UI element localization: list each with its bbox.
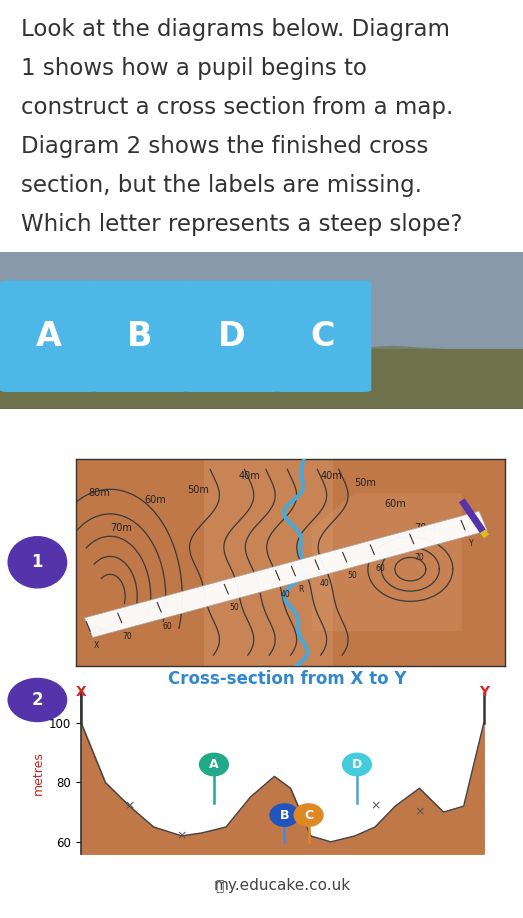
Text: 70: 70 (123, 633, 132, 642)
Text: B: B (280, 809, 289, 822)
Ellipse shape (342, 753, 372, 777)
Text: ×: × (370, 800, 380, 812)
Y-axis label: metres: metres (32, 752, 45, 795)
Polygon shape (0, 252, 523, 349)
Ellipse shape (293, 803, 324, 827)
FancyBboxPatch shape (0, 281, 97, 392)
Circle shape (7, 536, 67, 588)
Ellipse shape (269, 803, 300, 827)
Text: Y: Y (479, 685, 489, 699)
Text: Look at the diagrams below. Diagram: Look at the diagrams below. Diagram (21, 17, 450, 40)
Text: C: C (311, 319, 335, 353)
Text: 2: 2 (31, 691, 43, 709)
Text: 60: 60 (162, 621, 172, 631)
Text: 40: 40 (281, 589, 290, 599)
Text: construct a cross section from a map.: construct a cross section from a map. (21, 95, 453, 118)
Text: 1: 1 (32, 554, 43, 571)
Text: Y: Y (469, 540, 473, 548)
Text: 60m: 60m (144, 496, 166, 505)
Ellipse shape (199, 753, 229, 777)
Text: 70m: 70m (110, 523, 132, 532)
Text: 60: 60 (376, 564, 385, 573)
Text: 70m: 70m (415, 523, 437, 532)
Text: 50m: 50m (187, 485, 209, 495)
Text: C: C (304, 809, 313, 822)
Text: 50: 50 (229, 603, 239, 612)
Text: ×: × (124, 800, 134, 812)
Text: Cross-section from X to Y: Cross-section from X to Y (168, 670, 407, 688)
Text: section, but the labels are missing.: section, but the labels are missing. (21, 174, 422, 196)
Text: 70: 70 (415, 554, 425, 563)
FancyBboxPatch shape (183, 281, 280, 392)
Text: Diagram 2 shows the finished cross: Diagram 2 shows the finished cross (21, 135, 428, 158)
Polygon shape (0, 322, 523, 409)
Text: 50: 50 (348, 571, 357, 580)
Text: A: A (209, 758, 219, 771)
Text: 🔒: 🔒 (215, 879, 224, 893)
Text: X: X (94, 641, 99, 650)
Text: ×: × (414, 806, 425, 819)
Text: ×: × (176, 829, 187, 843)
Polygon shape (204, 459, 333, 666)
Text: X: X (76, 685, 86, 699)
Circle shape (7, 677, 67, 722)
Text: D: D (218, 319, 245, 353)
Text: 40m: 40m (320, 471, 342, 481)
Text: my.educake.co.uk: my.educake.co.uk (214, 879, 351, 893)
Polygon shape (0, 349, 523, 409)
Text: R: R (299, 586, 304, 594)
Text: 80m: 80m (89, 488, 110, 498)
FancyBboxPatch shape (275, 281, 371, 392)
Polygon shape (85, 511, 487, 637)
Text: 50m: 50m (355, 478, 377, 488)
Polygon shape (312, 493, 462, 632)
Text: B: B (127, 319, 153, 353)
Text: 60m: 60m (384, 498, 406, 509)
Text: 1 shows how a pupil begins to: 1 shows how a pupil begins to (21, 57, 367, 80)
Text: Which letter represents a steep slope?: Which letter represents a steep slope? (21, 213, 462, 236)
Text: A: A (36, 319, 61, 353)
Text: 40m: 40m (239, 471, 260, 481)
Text: 90m: 90m (89, 626, 110, 636)
FancyBboxPatch shape (92, 281, 188, 392)
Text: 40: 40 (320, 579, 330, 588)
Text: D: D (352, 758, 362, 771)
